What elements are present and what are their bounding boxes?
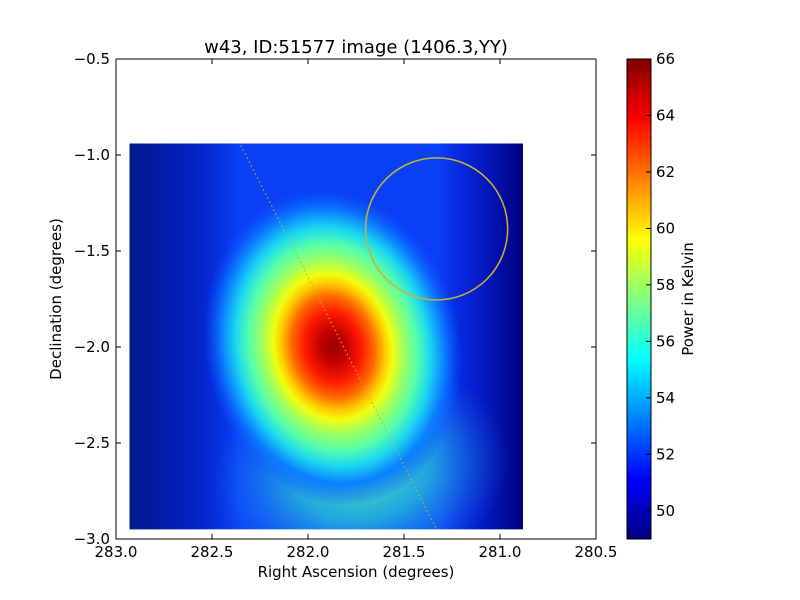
y-tick-label: −3.0 xyxy=(74,530,110,548)
colorbar-tick-label: 56 xyxy=(656,332,675,350)
colorbar-tick-label: 60 xyxy=(656,219,675,237)
colorbar-ticks: 50 52 54 56 58 60 62 64 66 xyxy=(646,50,675,520)
y-tick-label: −0.5 xyxy=(74,50,110,68)
colorbar-tick-label: 50 xyxy=(656,502,675,520)
x-tick-label: 283.0 xyxy=(95,543,138,561)
plot-area: 283.0 282.5 282.0 281.5 281.0 280.5 −0.5−1.0−… xyxy=(74,50,618,561)
colorbar-tick-label: 54 xyxy=(656,389,675,407)
colorbar-tick-label: 52 xyxy=(656,445,675,463)
y-tick-label: −2.5 xyxy=(74,434,110,452)
colorbar-tick-label: 62 xyxy=(656,163,675,181)
y-tick-label: −2.0 xyxy=(74,338,110,356)
colorbar-fill xyxy=(626,58,652,540)
colorbar-tick-label: 58 xyxy=(656,276,675,294)
heatmap-peak-blob xyxy=(203,188,463,506)
x-tick-label: 281.0 xyxy=(479,543,522,561)
y-axis-label: Declination (degrees) xyxy=(47,218,65,380)
colorbar: 50 52 54 56 58 60 62 64 66 Power in Kelvin xyxy=(626,50,697,540)
x-tick-label: 280.5 xyxy=(575,543,618,561)
chart-title: w43, ID:51577 image (1406.3,YY) xyxy=(204,37,508,58)
plot-frame xyxy=(115,58,597,540)
y-tick-label: −1.5 xyxy=(74,242,110,260)
colorbar-label: Power in Kelvin xyxy=(679,242,697,356)
x-tick-label: 282.5 xyxy=(191,543,234,561)
x-axis-ticks: 283.0 282.5 282.0 281.5 281.0 280.5 xyxy=(95,59,618,561)
beam-circle xyxy=(364,157,509,301)
x-axis-label: Right Ascension (degrees) xyxy=(258,563,455,581)
y-tick-label: −1.0 xyxy=(74,146,110,164)
x-tick-label: 281.5 xyxy=(383,543,426,561)
colorbar-tick-label: 66 xyxy=(656,50,675,68)
x-tick-label: 282.0 xyxy=(287,543,330,561)
y-axis-ticks: −0.5 −1.0 −1.5 −2.0 −2.5 −3.0 xyxy=(74,50,596,548)
colorbar-tick-label: 64 xyxy=(656,106,675,124)
heatmap-image xyxy=(129,143,524,530)
